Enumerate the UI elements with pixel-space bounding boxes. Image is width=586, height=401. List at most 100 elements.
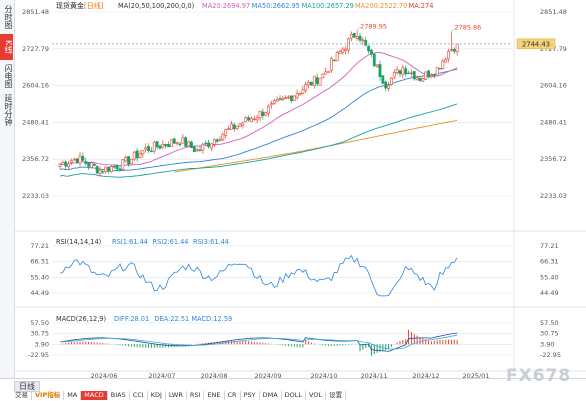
candle-body <box>347 38 350 51</box>
candle-body <box>390 77 393 85</box>
indicator-tab-psy[interactable]: PSY <box>241 390 260 400</box>
period-row: 日线 <box>14 381 40 392</box>
candle-body <box>187 141 190 147</box>
candle-body <box>290 95 293 101</box>
sidebar-tab-timeshare[interactable]: 分时图 <box>4 5 13 29</box>
candle-body <box>370 49 373 55</box>
candle-body <box>412 71 416 80</box>
candle-body <box>415 77 419 80</box>
high-annotation: 2785.86 <box>454 24 481 32</box>
indicator-tab-macd[interactable]: MACD <box>81 390 108 400</box>
indicator-tab-ma[interactable]: MA <box>64 390 82 400</box>
candle-body <box>384 81 388 89</box>
candle-body <box>124 157 128 162</box>
indicator-tab-cci[interactable]: CCI <box>130 390 148 400</box>
indicator-tab-dma[interactable]: DMA <box>260 390 282 400</box>
sidebar-tab-kline[interactable]: K线 <box>0 34 13 60</box>
candle-body <box>90 162 93 168</box>
candle-body <box>250 118 253 122</box>
candle-body <box>447 51 450 60</box>
sidebar-tab-delay[interactable]: 延时分钟 <box>4 94 13 126</box>
rsi-axis-label: 44.49 <box>540 289 559 297</box>
indicator-tab-kdj[interactable]: KDJ <box>148 390 166 400</box>
indicator-tab-doll[interactable]: DOLL <box>282 390 307 400</box>
candle-body <box>272 100 276 104</box>
indicator-tab-vip[interactable]: VIP指标 <box>32 390 65 400</box>
candle-body <box>67 163 70 167</box>
candle-body <box>98 169 102 174</box>
candle-body <box>181 137 185 144</box>
candle-body <box>167 144 170 148</box>
chart-canvas[interactable]: 2851.48 2727.79 2604.16 2480.41 2356.72 2233.… <box>0 0 586 378</box>
candle-body <box>87 162 90 167</box>
indicator-tab-rsi[interactable]: RSI <box>187 390 205 400</box>
sidebar-tab-flash[interactable]: 闪电图 <box>4 64 13 88</box>
x-axis-label: 2024/11 <box>360 372 387 378</box>
macd-axis-label: 30.75 <box>540 330 559 338</box>
indicator-tab-ene[interactable]: ENE <box>204 390 225 400</box>
candle-body <box>410 72 413 74</box>
candle-body <box>321 73 325 78</box>
candle-body <box>275 99 279 102</box>
candle-body <box>172 138 176 144</box>
period-select-button[interactable]: 日线 <box>14 381 40 392</box>
candle-body <box>150 150 153 153</box>
candle-body <box>64 161 68 167</box>
indicator-tab-cr[interactable]: CR <box>225 390 241 400</box>
candle-body <box>238 123 242 127</box>
indicator-tab-bias[interactable]: BIAS <box>108 390 130 400</box>
candle-body <box>355 35 359 39</box>
candle-body <box>421 78 425 82</box>
candle-body <box>267 105 270 114</box>
candle-body <box>258 110 262 118</box>
candle-body <box>224 129 228 136</box>
candle-body <box>392 72 396 78</box>
candle-body <box>92 163 96 166</box>
macd-axis-label: 3.90 <box>540 340 554 348</box>
macd-value-label: DEA:22.51 <box>155 315 190 323</box>
candle-body <box>84 161 88 164</box>
macd-left-axis-label: 3.90 <box>35 340 49 348</box>
macd-axis-label: -22.95 <box>540 351 561 359</box>
x-axis-label: 2025/01 <box>462 372 489 378</box>
indicator-tab-vol[interactable]: VOL <box>306 390 327 400</box>
candle-body <box>441 60 445 69</box>
ma-params-label: MA(20,50,100,200,0,0) <box>118 2 194 10</box>
candle-body <box>118 168 122 170</box>
candle-body <box>252 118 256 121</box>
indicator-tab-lwr[interactable]: LWR <box>166 390 187 400</box>
macd-left-axis-label: 30.75 <box>30 330 49 338</box>
ma-value-label: MA200:2522.70 <box>355 2 407 10</box>
candle-body <box>418 77 422 81</box>
candle-body <box>138 153 142 158</box>
candle-body <box>335 52 339 62</box>
candle-body <box>367 45 370 52</box>
price-left-axis-label: 2356.72 <box>22 155 49 163</box>
indicator-tab-15[interactable]: 设置 <box>326 390 347 400</box>
indicator-tab-0[interactable]: 交易 <box>12 390 32 400</box>
candle-body <box>158 145 162 149</box>
price-left-axis-label: 2727.79 <box>22 45 49 53</box>
candle-body <box>70 160 73 163</box>
rsi-left-axis-label: 66.31 <box>30 258 49 266</box>
candle-body <box>204 142 208 145</box>
candle-body <box>387 85 390 89</box>
candle-body <box>72 158 76 161</box>
candle-body <box>398 70 402 75</box>
candle-body <box>81 155 85 161</box>
x-axis-label: 2024/12 <box>412 372 439 378</box>
candle-body <box>261 111 265 117</box>
period-label: [日线] <box>84 1 104 10</box>
candle-body <box>310 81 313 86</box>
x-axis-label: 2024/06 <box>90 372 117 378</box>
candle-body <box>315 77 319 85</box>
macd-axis-label: 57.50 <box>540 319 559 327</box>
rsi-axis-label: 66.31 <box>540 258 559 266</box>
candle-body <box>127 156 130 165</box>
bottom-toolbar: 日线 交易 VIP指标 MA MACD BIAS CCI KDJ LWR RSI ENE CR PSY… <box>0 378 586 401</box>
price-axis-label: 2233.03 <box>540 192 567 200</box>
candle-body <box>95 166 99 174</box>
price-left-axis-label: 2233.03 <box>22 192 49 200</box>
candle-body <box>75 158 79 163</box>
